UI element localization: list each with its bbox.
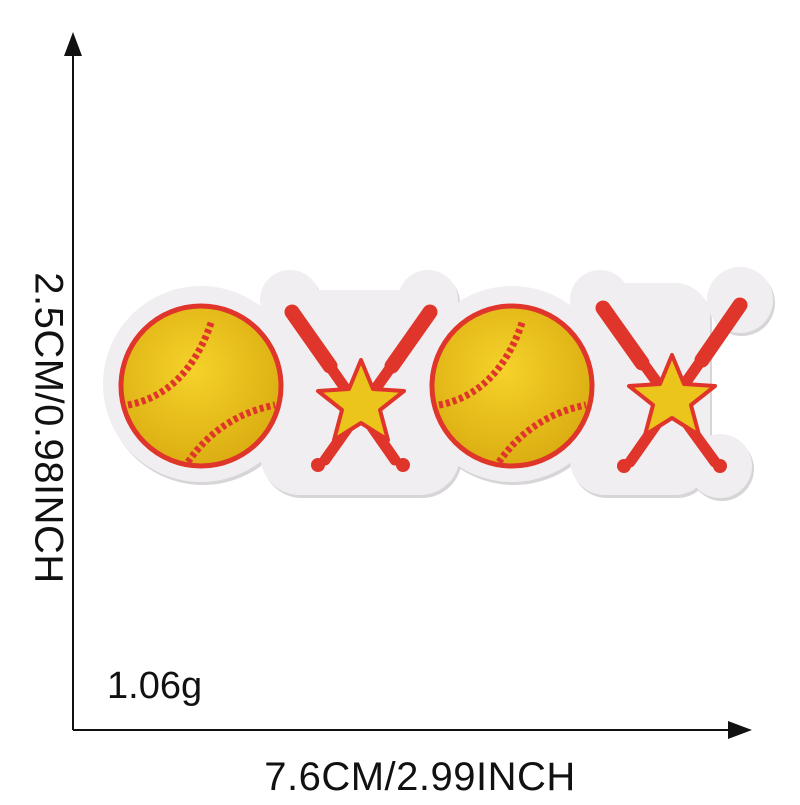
- right-arrow-icon: [728, 721, 752, 739]
- vertical-axis: [64, 32, 82, 730]
- softball-icon: [118, 303, 284, 469]
- horizontal-axis: [73, 721, 752, 739]
- weight-label: 1.06g: [107, 665, 203, 707]
- height-dimension-label: 2.5CM/0.98INCH: [26, 272, 71, 584]
- embroidered-patch: [103, 267, 775, 501]
- softball-icon: [429, 303, 595, 469]
- up-arrow-icon: [64, 32, 82, 56]
- width-dimension-label: 7.6CM/2.99INCH: [264, 755, 576, 799]
- crossed-bats-star-icon: [595, 297, 748, 473]
- crossed-bats-star-icon: [284, 304, 438, 472]
